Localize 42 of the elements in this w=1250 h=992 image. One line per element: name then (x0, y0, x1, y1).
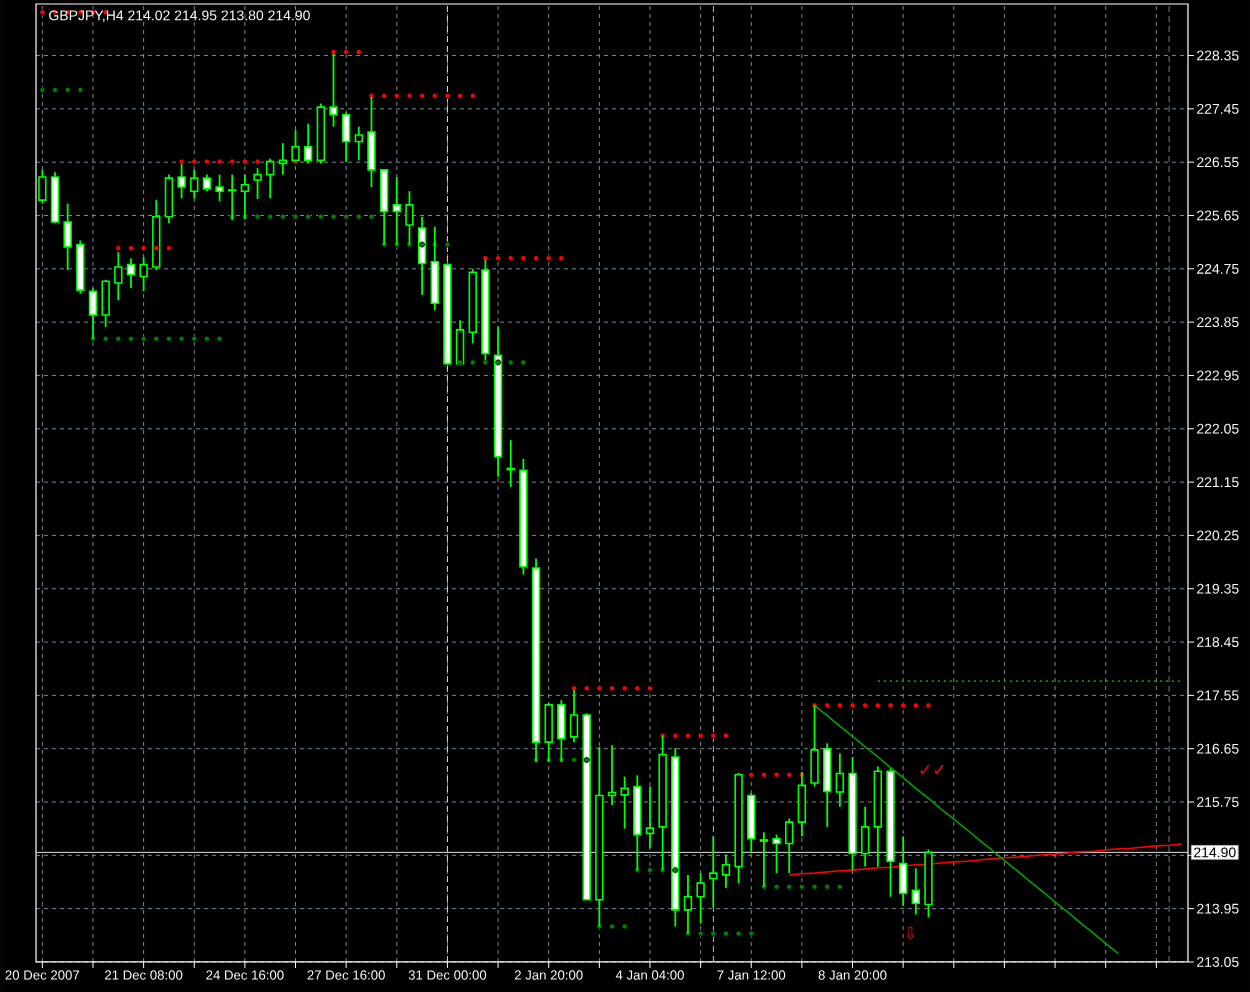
candlestick (822, 742, 832, 828)
candlestick (785, 817, 794, 874)
candlestick (329, 52, 338, 128)
candlestick (633, 774, 642, 872)
candlestick (721, 853, 731, 889)
candlestick (38, 168, 47, 205)
candlestick (557, 699, 566, 763)
candlestick (139, 256, 148, 293)
candlestick (759, 831, 769, 888)
candlestick (683, 873, 693, 935)
line-series (813, 704, 1120, 955)
candlestick (114, 251, 123, 302)
candlestick (215, 173, 224, 203)
candlestick (367, 96, 376, 188)
candlestick (126, 257, 136, 290)
candlestick (696, 872, 705, 925)
candlestick (354, 125, 364, 162)
annotation: ✓✓ (920, 765, 944, 775)
candlestick (898, 835, 908, 907)
candlestick (190, 168, 199, 200)
candlestick (76, 239, 85, 295)
candlestick (709, 835, 718, 909)
candlestick (101, 279, 110, 328)
candlestick (379, 168, 389, 246)
annotation: ⇩ (906, 926, 915, 940)
candlestick (50, 171, 60, 225)
candlestick (810, 704, 819, 788)
candlestick (860, 805, 870, 868)
candlestick (164, 173, 174, 225)
candlestick (835, 752, 845, 808)
candlestick (772, 833, 781, 874)
candlestick (341, 111, 351, 163)
candlestick (417, 215, 427, 296)
candlestick (747, 792, 756, 855)
candlestick (405, 190, 414, 246)
candlestick (63, 202, 72, 271)
candlestick (911, 867, 921, 916)
candlestick (569, 689, 579, 744)
candlestick (620, 775, 629, 830)
candlestick (88, 287, 98, 340)
candlestick (392, 176, 402, 246)
candlestick (645, 785, 655, 850)
